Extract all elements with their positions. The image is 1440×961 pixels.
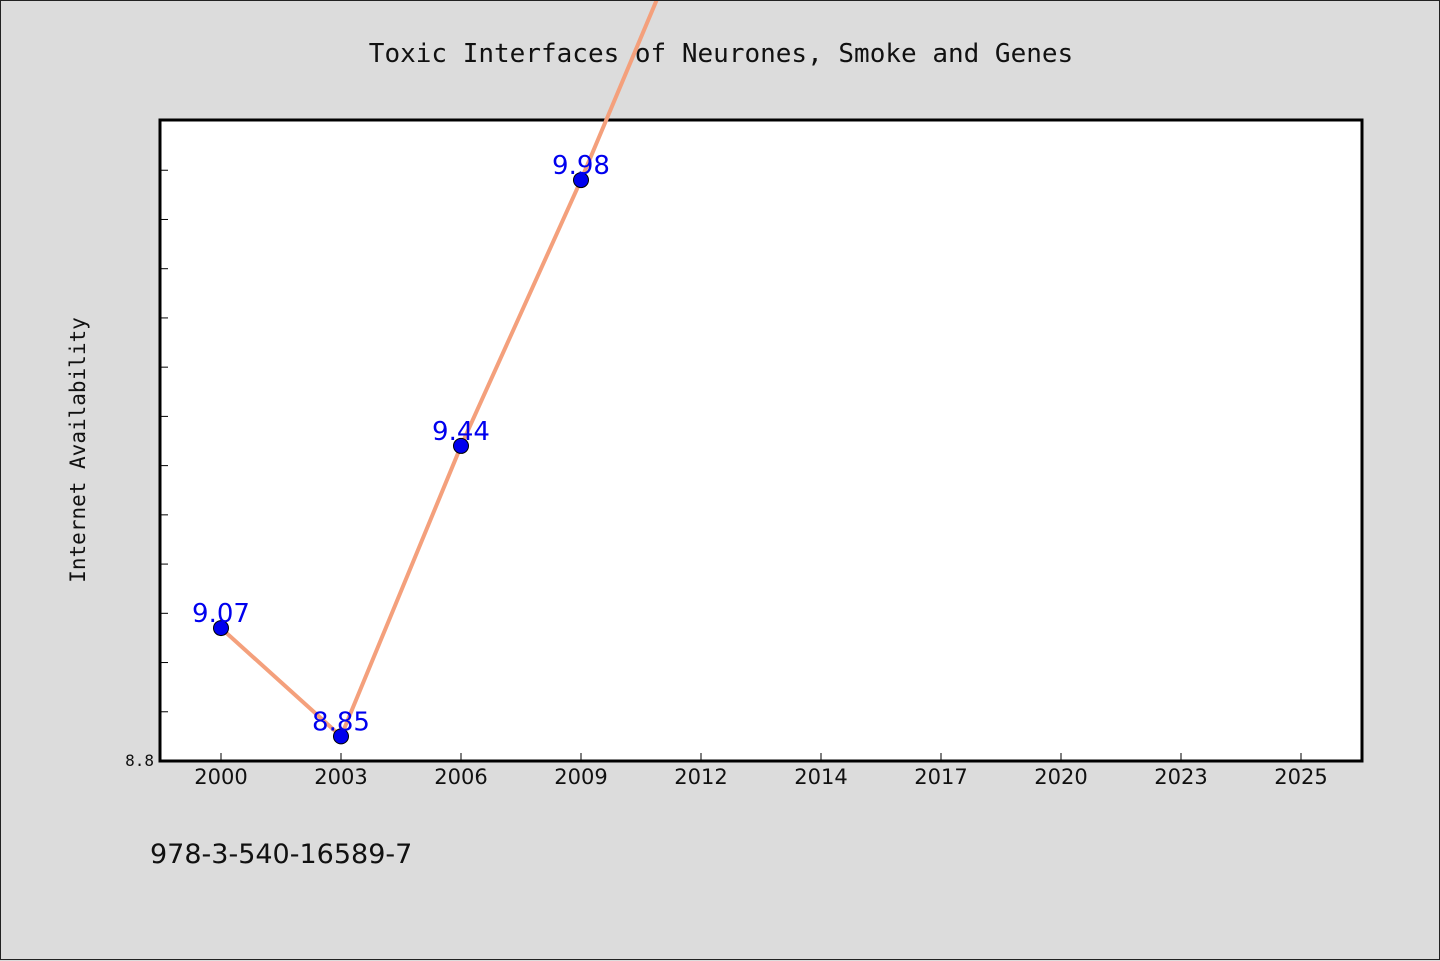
x-tick-label: 2012 — [674, 765, 727, 789]
data-point — [213, 620, 229, 637]
x-tick-label: 2023 — [1154, 765, 1207, 789]
x-tick-label: 2020 — [1034, 765, 1087, 789]
y-axis-ticks: 8.8 — [125, 169, 168, 770]
x-tick-label: 2006 — [434, 765, 487, 789]
data-point — [453, 437, 469, 454]
data-label-layer: 9.078.859.449.9810.5610.610.7810.8610.71… — [192, 151, 610, 737]
series-line — [219, 1, 659, 739]
chart-title: Toxic Interfaces of Neurones, Smoke and … — [369, 39, 1073, 69]
x-tick-label: 2000 — [194, 765, 247, 789]
data-point — [333, 728, 349, 745]
footer-code: 978-3-540-16589-7 — [150, 839, 412, 870]
plot-area — [158, 118, 1364, 763]
x-tick-label: 2017 — [914, 765, 967, 789]
data-point — [573, 172, 589, 189]
data-label: 8.85 — [312, 707, 370, 737]
x-tick-label: 2014 — [794, 765, 847, 789]
x-tick-label: 2003 — [314, 765, 367, 789]
data-label: 9.07 — [192, 599, 250, 629]
marker-layer — [213, 172, 589, 745]
y-axis-label: Internet Availability — [66, 317, 90, 583]
series-layer — [219, 1, 659, 739]
data-label: 9.44 — [432, 417, 490, 447]
x-tick-label: 2025 — [1274, 765, 1327, 789]
x-axis-ticks: 2000 2003 2006 2009 2012 2014 2017 2020 2023 2025 — [194, 753, 1328, 789]
data-label: 9.98 — [552, 151, 610, 181]
x-tick-label: 2009 — [554, 765, 607, 789]
y-tick-label: 8.8 — [125, 751, 154, 770]
